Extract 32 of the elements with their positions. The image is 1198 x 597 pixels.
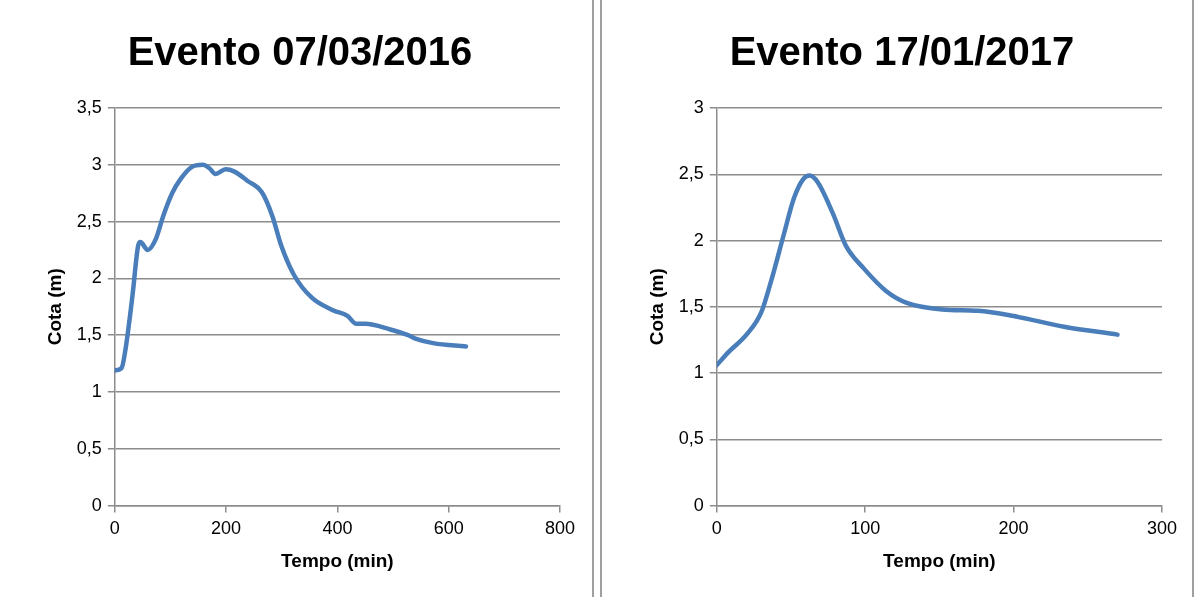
y-tick-label: 2: [91, 267, 102, 288]
line-series: [114, 162, 469, 373]
x-tick-label: 600: [433, 518, 464, 539]
y-tick-label: 0: [91, 494, 102, 515]
x-tick-label: 100: [850, 518, 881, 539]
y-tick-label: 3: [693, 96, 704, 117]
y-tick-label: 0: [693, 494, 704, 515]
y-tick-label: 2: [693, 229, 704, 250]
y-tick-label: 0,5: [678, 428, 704, 449]
y-axis-title: Cota (m): [43, 268, 65, 346]
y-tick-label: 2,5: [76, 210, 102, 231]
y-tick-label: 1: [693, 362, 704, 383]
line-series: [716, 173, 1120, 368]
chart-title: Evento 17/01/2017: [729, 29, 1075, 74]
x-tick-label: 200: [211, 518, 242, 539]
x-tick-label: 400: [322, 518, 353, 539]
y-tick-label: 0,5: [76, 437, 102, 458]
y-tick-label: 1,5: [76, 324, 102, 345]
x-tick-label: 0: [711, 518, 722, 539]
x-axis-title: Tempo (min): [281, 549, 394, 571]
x-axis-title: Tempo (min): [883, 549, 996, 571]
y-axis-title: Cota (m): [645, 268, 667, 346]
y-tick-label: 2,5: [678, 163, 704, 184]
x-tick-label: 0: [109, 518, 120, 539]
x-tick-label: 300: [1146, 518, 1178, 539]
x-tick-label: 200: [998, 518, 1029, 539]
x-tick-label: 800: [544, 518, 576, 539]
y-tick-label: 1: [91, 380, 102, 401]
y-tick-label: 3: [91, 153, 102, 174]
y-tick-label: 3,5: [76, 96, 102, 117]
chart-title: Evento 07/03/2016: [127, 29, 473, 74]
y-tick-label: 1,5: [678, 295, 704, 316]
